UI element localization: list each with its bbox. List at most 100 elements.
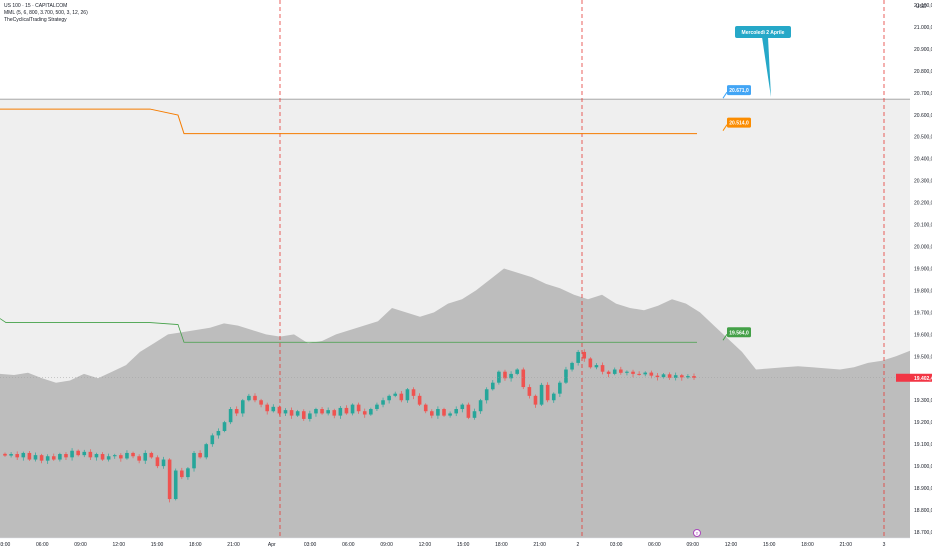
time-tick-label: 03:00	[304, 542, 317, 548]
candle-body	[271, 406, 276, 412]
background-layer	[0, 98, 910, 539]
time-tick-label: 09:00	[686, 542, 699, 548]
price-tick-label: 21.000,0	[914, 25, 932, 31]
candle-body	[240, 400, 245, 414]
price-tick-label: 19.800,0	[914, 288, 932, 294]
time-tick-label: 09:00	[380, 542, 393, 548]
candle-body	[180, 470, 184, 478]
candle-body	[70, 450, 74, 458]
candle-body	[350, 404, 355, 414]
candle-body	[265, 404, 269, 412]
event-marker-text: T	[696, 531, 699, 536]
symbol-title: US 100 · 15 · CAPITALCOM	[4, 3, 68, 9]
candle-body	[3, 453, 7, 456]
candle-body	[155, 457, 160, 467]
price-tick-label: 20.300,0	[914, 179, 932, 185]
candle-body	[551, 393, 556, 401]
candle-body	[558, 382, 562, 394]
green-level-tag-pointer	[722, 333, 728, 341]
candle-body	[320, 409, 324, 414]
candle-body	[198, 452, 202, 458]
time-tick-label: 03:00	[610, 542, 623, 548]
candle-body	[484, 389, 489, 401]
candle-body	[417, 395, 422, 405]
candle-body	[204, 444, 209, 458]
time-tick-label: 15:00	[151, 542, 164, 548]
candle-body	[619, 369, 623, 373]
candle-body	[369, 409, 373, 415]
price-tick-label: 20.700,0	[914, 91, 932, 97]
candle-body	[545, 384, 550, 401]
price-tick-label: 19.100,0	[914, 442, 932, 448]
candle-body	[667, 374, 672, 378]
candle-body	[216, 430, 221, 436]
candle-body	[661, 374, 666, 378]
upper-level-tag-box	[727, 85, 751, 96]
candle-body	[436, 409, 440, 416]
candle-body	[631, 371, 635, 374]
candle-body	[344, 407, 349, 414]
candle-body	[295, 411, 300, 416]
time-tick-label: 03:00	[0, 542, 10, 548]
time-tick-label: 21:00	[839, 542, 852, 548]
candle-body	[186, 468, 190, 478]
candle-body	[649, 372, 654, 376]
candle-body	[405, 389, 410, 401]
price-tick-label: 19.300,0	[914, 398, 932, 404]
price-tick-label: 19.700,0	[914, 310, 932, 316]
time-tick-label: 06:00	[648, 542, 661, 548]
candle-body	[106, 456, 111, 460]
candle-body	[600, 365, 605, 372]
candle-body	[454, 409, 459, 414]
time-tick-label: 18:00	[801, 542, 814, 548]
orange-level-tag-text: 20.514,0	[729, 121, 749, 127]
current-price-tag-text: 19.402,4	[914, 376, 932, 382]
candle-body	[301, 411, 306, 419]
candle-body	[21, 452, 26, 458]
price-tick-label: 19.000,0	[914, 464, 932, 470]
cloud-area	[0, 268, 910, 538]
candle-body	[228, 409, 233, 423]
candle-body	[399, 393, 404, 401]
candle-body	[314, 409, 318, 414]
candle-body	[637, 373, 641, 375]
candle-body	[606, 371, 611, 374]
price-tick-label: 18.700,0	[914, 530, 932, 536]
level-lines	[0, 108, 910, 379]
candle-body	[509, 373, 513, 379]
candle-body	[210, 435, 215, 445]
callout-text: Mercoledì 2 Aprile	[742, 30, 785, 36]
candle-body	[442, 409, 446, 416]
candle-body	[9, 454, 13, 456]
time-tick-label: 12:00	[725, 542, 738, 548]
candle-body	[588, 358, 593, 368]
orange-level-line	[0, 108, 697, 135]
candle-body	[100, 454, 105, 460]
price-tick-label: 19.200,0	[914, 420, 932, 426]
candle-body	[521, 369, 526, 388]
candle-body	[576, 351, 580, 363]
candle-body	[149, 452, 154, 458]
candle-body	[33, 455, 38, 460]
candle-body	[15, 454, 19, 458]
candle-body	[448, 413, 452, 416]
candle-body	[612, 369, 617, 374]
candle-body	[45, 456, 50, 461]
time-tick-label: 15:00	[457, 542, 470, 548]
callout-pointer	[762, 37, 771, 98]
candle-body	[82, 451, 87, 456]
price-tick-label: 19.900,0	[914, 266, 932, 272]
candle-body	[234, 409, 239, 414]
indicator-label-strategy: TheCyclicalTrading Strategy	[4, 17, 67, 23]
candle-body	[564, 369, 568, 383]
price-tick-label: 19.600,0	[914, 332, 932, 338]
candle-body	[39, 455, 44, 461]
price-tick-label: 20.900,0	[914, 47, 932, 53]
time-tick-label: 12:00	[419, 542, 432, 548]
candle-body	[332, 410, 337, 416]
candle-body	[423, 404, 428, 412]
candle-body	[381, 400, 385, 405]
candle-body	[259, 400, 263, 405]
candle-body	[655, 375, 660, 378]
